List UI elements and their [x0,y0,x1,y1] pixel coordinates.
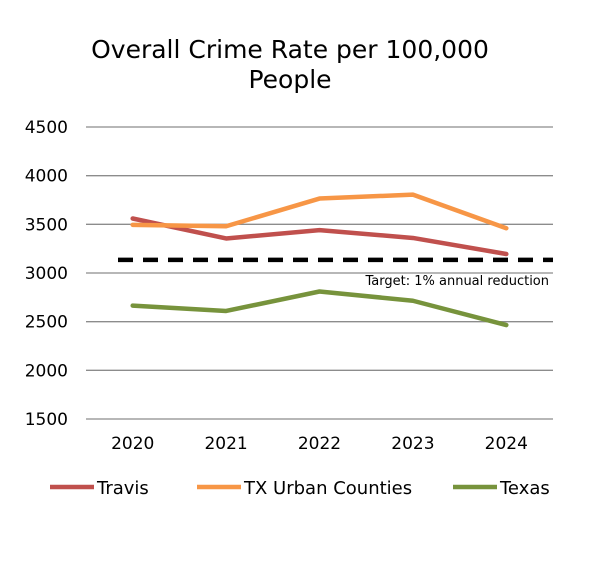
y-axis: 1500 2000 2500 3000 3500 4000 4500 [25,118,68,430]
x-tick-label: 2023 [391,434,434,454]
x-tick-label: 2024 [485,434,528,454]
x-tick-label: 2021 [204,434,247,454]
chart-title-line-1: Overall Crime Rate per 100,000 [91,35,489,64]
y-tick-label: 4000 [25,167,68,187]
legend-label: TX Urban Counties [243,478,412,499]
x-axis: 2020 2021 2022 2023 2024 [111,434,528,454]
y-tick-label: 4500 [25,118,68,138]
x-tick-label: 2022 [298,434,341,454]
chart-title-line-2: People [248,65,331,94]
target-reference: Target: 1% annual reduction [118,260,553,289]
y-tick-label: 3500 [25,215,68,235]
y-tick-label: 3000 [25,264,68,284]
target-label: Target: 1% annual reduction [365,274,549,289]
series-line-texas [133,291,507,325]
legend-label: Travis [96,478,149,499]
series-line-tx-urban-counties [133,195,507,229]
legend: Travis TX Urban Counties Texas [50,478,550,499]
y-tick-label: 1500 [25,410,68,430]
x-tick-label: 2020 [111,434,154,454]
y-tick-label: 2000 [25,361,68,381]
y-tick-label: 2500 [25,313,68,333]
legend-label: Texas [499,478,550,499]
chart-title: Overall Crime Rate per 100,000 People [91,35,489,94]
